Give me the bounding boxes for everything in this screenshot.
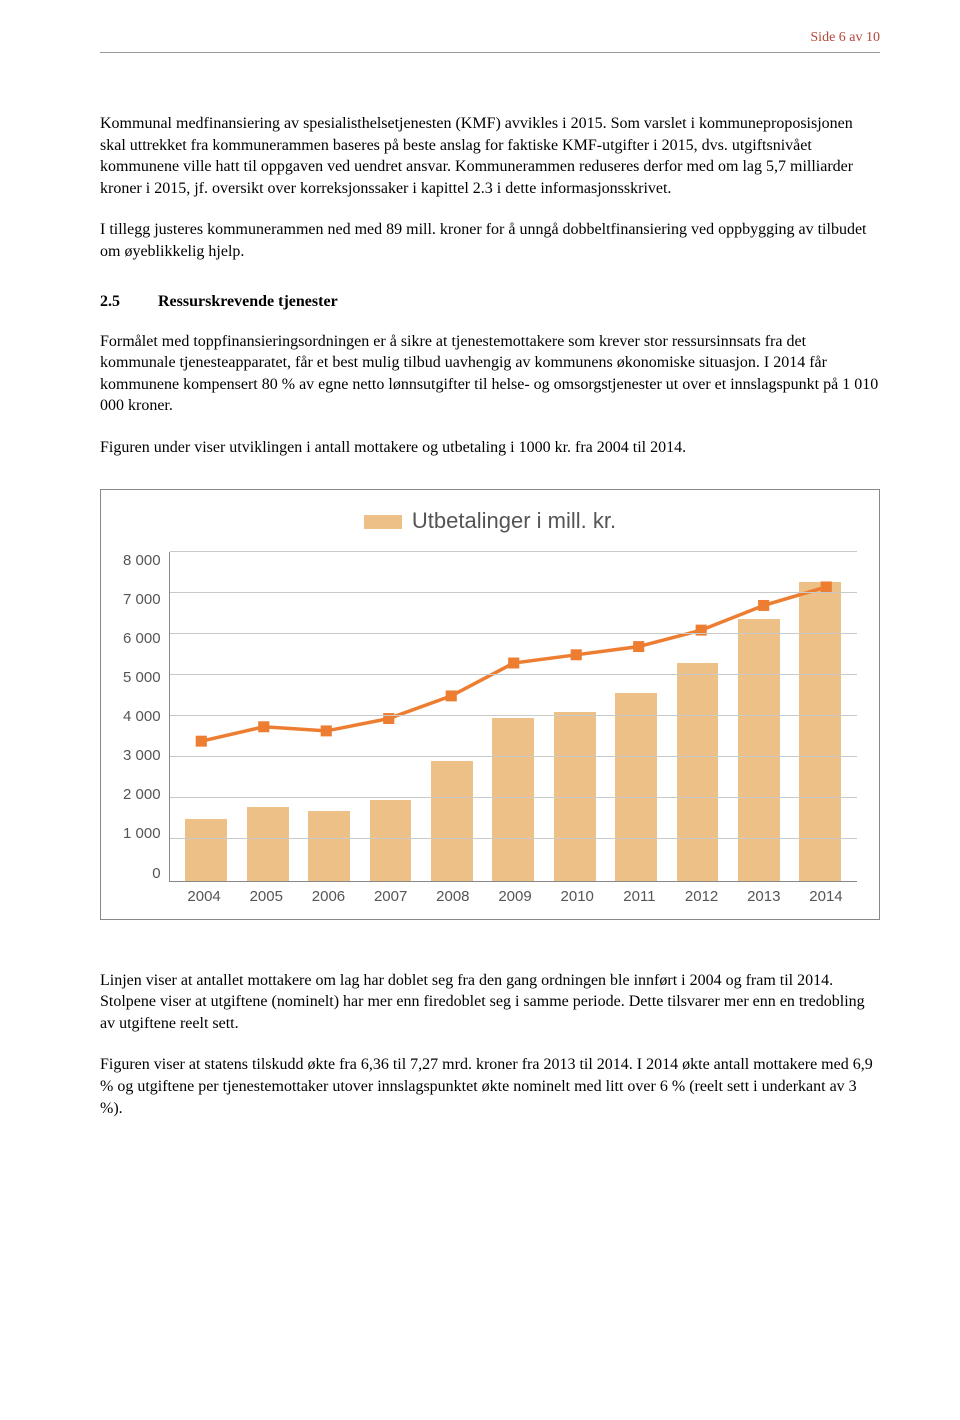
x-tick-label: 2005 (235, 888, 297, 905)
x-tick-label: 2006 (297, 888, 359, 905)
legend-label: Utbetalinger i mill. kr. (412, 508, 616, 533)
bar-slot (483, 552, 544, 881)
y-tick-label: 0 (152, 865, 160, 882)
bar-slot (176, 552, 237, 881)
section-number: 2.5 (100, 293, 158, 311)
x-tick-label: 2010 (546, 888, 608, 905)
paragraph-5: Linjen viser at antallet mottakere om la… (100, 970, 880, 1035)
grid-line (170, 592, 857, 593)
bar (738, 619, 780, 881)
x-tick-label: 2013 (733, 888, 795, 905)
grid-line (170, 633, 857, 634)
chart-plot: 8 000 7 000 6 000 5 000 4 000 3 000 2 000 1 000… (123, 552, 857, 882)
bar (308, 811, 350, 881)
paragraph-4: Figuren under viser utviklingen i antall… (100, 437, 880, 459)
bar (615, 693, 657, 880)
y-tick-label: 8 000 (123, 552, 161, 569)
bar-slot (605, 552, 666, 881)
y-tick-label: 2 000 (123, 786, 161, 803)
bar (185, 819, 227, 881)
paragraph-1: Kommunal medfinansiering av spesialisthe… (100, 113, 880, 199)
bar-slot (667, 552, 728, 881)
grid-line (170, 797, 857, 798)
bar (492, 718, 534, 880)
bar-slot (790, 552, 851, 881)
bar-slot (298, 552, 359, 881)
x-tick-label: 2007 (360, 888, 422, 905)
x-tick-label: 2014 (795, 888, 857, 905)
bar-slot (544, 552, 605, 881)
header-divider (100, 52, 880, 53)
section-title: Ressurskrevende tjenester (158, 293, 338, 310)
legend-swatch (364, 515, 402, 529)
x-tick-label: 2004 (173, 888, 235, 905)
bar (431, 761, 473, 880)
bar-slot (360, 552, 421, 881)
grid-line (170, 756, 857, 757)
x-tick-label: 2009 (484, 888, 546, 905)
grid-line (170, 715, 857, 716)
paragraph-2: I tillegg justeres kommunerammen ned med… (100, 219, 880, 262)
paragraph-3: Formålet med toppfinansieringsordningen … (100, 331, 880, 417)
bar-slot (728, 552, 789, 881)
bar (247, 807, 289, 881)
y-axis: 8 000 7 000 6 000 5 000 4 000 3 000 2 000 1 000… (123, 552, 169, 882)
bar-slot (237, 552, 298, 881)
y-tick-label: 3 000 (123, 747, 161, 764)
y-tick-label: 1 000 (123, 825, 161, 842)
y-tick-label: 6 000 (123, 630, 161, 647)
bars-layer (170, 552, 857, 881)
x-tick-label: 2008 (422, 888, 484, 905)
bar (370, 800, 412, 880)
page-number: Side 6 av 10 (100, 30, 880, 46)
bar (799, 582, 841, 881)
paragraph-6: Figuren viser at statens tilskudd økte f… (100, 1054, 880, 1119)
bar (554, 712, 596, 881)
x-tick-label: 2011 (608, 888, 670, 905)
y-tick-label: 4 000 (123, 708, 161, 725)
x-axis: 2004200520062007200820092010201120122013… (173, 888, 857, 905)
grid-line (170, 551, 857, 552)
y-tick-label: 5 000 (123, 669, 161, 686)
chart-legend: Utbetalinger i mill. kr. (123, 508, 857, 534)
y-tick-label: 7 000 (123, 591, 161, 608)
section-heading: 2.5Ressurskrevende tjenester (100, 293, 880, 311)
grid-line (170, 838, 857, 839)
plot-area (169, 552, 857, 882)
bar (677, 663, 719, 881)
x-tick-label: 2012 (671, 888, 733, 905)
bar-slot (421, 552, 482, 881)
chart-container: Utbetalinger i mill. kr. 8 000 7 000 6 000… (100, 489, 880, 920)
grid-line (170, 674, 857, 675)
